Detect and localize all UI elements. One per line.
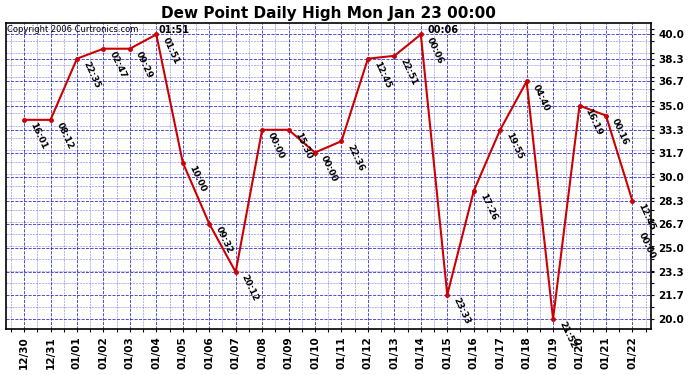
Title: Dew Point Daily High Mon Jan 23 00:00: Dew Point Daily High Mon Jan 23 00:00 bbox=[161, 6, 495, 21]
Text: 21:52: 21:52 bbox=[558, 320, 578, 350]
Text: 19:55: 19:55 bbox=[504, 131, 524, 161]
Text: 00:06: 00:06 bbox=[425, 36, 445, 65]
Text: 09:29: 09:29 bbox=[134, 50, 155, 80]
Text: 16:01: 16:01 bbox=[28, 121, 48, 151]
Text: 00:06: 00:06 bbox=[428, 25, 459, 34]
Text: 01:51: 01:51 bbox=[161, 36, 181, 66]
Text: 12:45: 12:45 bbox=[637, 202, 657, 232]
Text: 09:32: 09:32 bbox=[213, 225, 234, 255]
Text: 22:51: 22:51 bbox=[399, 57, 419, 87]
Text: 22:35: 22:35 bbox=[81, 60, 101, 90]
Text: 02:47: 02:47 bbox=[108, 50, 128, 80]
Text: 23:33: 23:33 bbox=[451, 296, 472, 326]
Text: 08:12: 08:12 bbox=[55, 121, 75, 151]
Text: 00:00: 00:00 bbox=[319, 154, 339, 183]
Text: 01:51: 01:51 bbox=[159, 25, 190, 34]
Text: Copyright 2006 Curtronics.com: Copyright 2006 Curtronics.com bbox=[7, 25, 138, 34]
Text: 00:00: 00:00 bbox=[266, 131, 286, 160]
Text: 00:00: 00:00 bbox=[637, 231, 657, 261]
Text: 04:40: 04:40 bbox=[531, 83, 551, 112]
Text: 15:30: 15:30 bbox=[293, 131, 313, 161]
Text: 12:45: 12:45 bbox=[372, 60, 393, 90]
Text: 20:12: 20:12 bbox=[240, 273, 260, 303]
Text: 00:16: 00:16 bbox=[610, 117, 630, 147]
Text: 10:00: 10:00 bbox=[187, 164, 207, 193]
Text: 16:19: 16:19 bbox=[584, 107, 604, 137]
Text: 17:26: 17:26 bbox=[478, 192, 498, 222]
Text: 22:36: 22:36 bbox=[346, 142, 366, 172]
